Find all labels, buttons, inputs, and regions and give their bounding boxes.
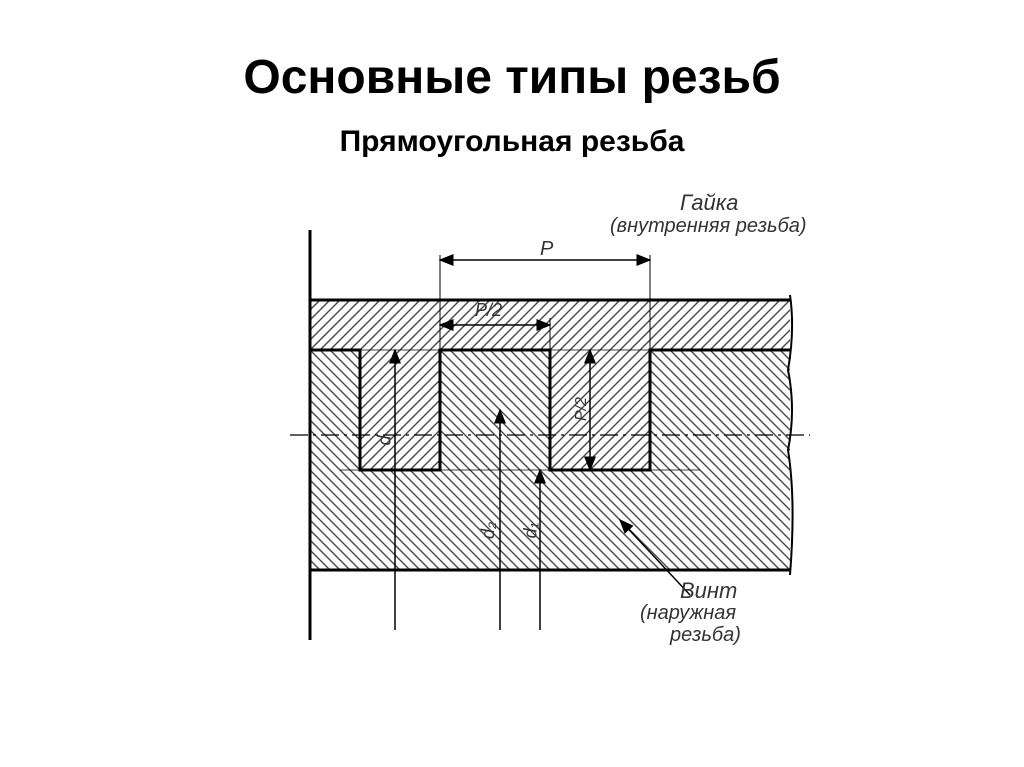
label-screw-sub2: резьба)	[670, 624, 741, 647]
label-p2-vert: P/2	[573, 397, 591, 421]
label-screw-sub: (наружная	[640, 602, 736, 625]
page-title: Основные типы резьб	[0, 0, 1024, 105]
label-nut-sub: (внутренняя резьба)	[610, 215, 807, 238]
page-subtitle: Прямоугольная резьба	[0, 105, 1024, 159]
label-d2: d₂	[478, 522, 499, 539]
label-d1: d₁	[520, 523, 541, 539]
label-half-pitch: P/2	[475, 300, 502, 321]
label-nut-title: Гайка	[680, 190, 738, 216]
label-pitch: P	[540, 238, 553, 261]
label-d: d	[375, 435, 396, 445]
thread-diagram: Гайка (внутренняя резьба) P P/2 d d₂ d₁ …	[220, 200, 820, 670]
label-screw-title: Винт	[680, 578, 737, 604]
